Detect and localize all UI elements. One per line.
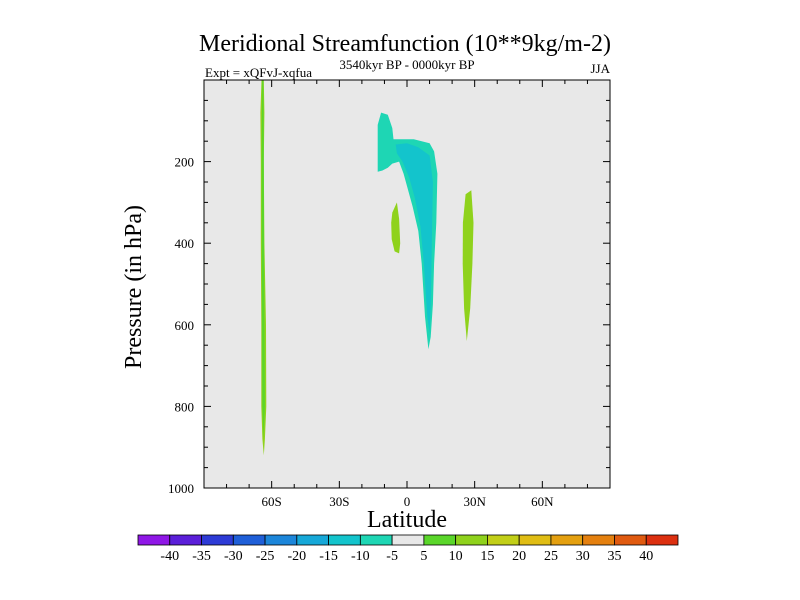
colorbar-swatch [614,534,647,546]
colorbar-swatch [264,534,298,546]
colorbar-label: 30 [576,549,590,564]
colorbar-label: -25 [256,549,275,564]
x-tick-label: 30S [329,494,349,509]
colorbar-label: -15 [319,549,338,564]
period-label: 3540kyr BP - 0000kyr BP [339,57,474,72]
colorbar-label: 5 [420,549,427,564]
colorbar-label: -40 [160,549,179,564]
colorbar-swatch [359,534,393,546]
y-tick-label: 1000 [168,481,194,496]
axes-layer: 60S 30S 0 30N 60N 200 400 600 800 1000 [168,79,611,509]
colorbar-swatch [137,534,171,546]
colorbar-label: -10 [351,549,370,564]
colorbar-swatch [328,534,361,546]
colorbar-label: -30 [224,549,243,564]
colorbar-label: 40 [639,549,653,564]
colorbar-swatch [201,534,234,546]
colorbar-swatch [423,534,457,546]
x-tick-label: 60N [531,494,554,509]
x-tick-label: 30N [463,494,486,509]
y-axis-label: Pressure (in hPa) [121,205,147,369]
colorbar-swatch [582,534,615,546]
colorbar-label: -35 [192,549,211,564]
colorbar-label: 20 [512,549,526,564]
y-tick-label: 800 [175,399,195,414]
colorbar-swatch [518,534,552,546]
experiment-label: Expt = xQFvJ-xqfua [205,65,312,80]
south-subtropical-positive-patch [391,202,401,254]
colorbar-label: 10 [449,549,463,564]
north-subtropical-positive-patch [462,190,474,342]
colorbar-swatch [232,534,266,546]
y-tick-label: 600 [175,318,195,333]
chart-title: Meridional Streamfunction (10**9kg/m-2) [199,31,611,57]
x-axis-label: Latitude [367,507,447,533]
x-tick-label: 60S [262,494,282,509]
x-tick-label: 0 [404,494,411,509]
colorbar-label: 15 [480,549,494,564]
colorbar-swatch [169,534,202,546]
colorbar-label: 35 [607,549,621,564]
y-tick-label: 200 [175,155,195,170]
colorbar-label: -5 [386,549,398,564]
colorbar-swatch [645,534,679,546]
colorbar-swatch [550,534,584,546]
colorbar-label: -20 [287,549,306,564]
colorbar-swatch [296,534,329,546]
contour-layer [260,80,474,456]
colorbar-label: 25 [544,549,558,564]
colorbar-swatch [455,534,488,546]
colorbar-swatch [487,534,520,546]
season-label: JJA [590,61,610,76]
colorbar: -40 -35 -30 -25 -20 -15 -10 -5 5 10 15 20 25 30 35 40 [137,534,679,564]
colorbar-swatch [391,534,425,546]
southern-high-latitude-positive-core [261,80,265,439]
y-tick-label: 400 [175,236,195,251]
tropical-negative-core [395,143,433,333]
